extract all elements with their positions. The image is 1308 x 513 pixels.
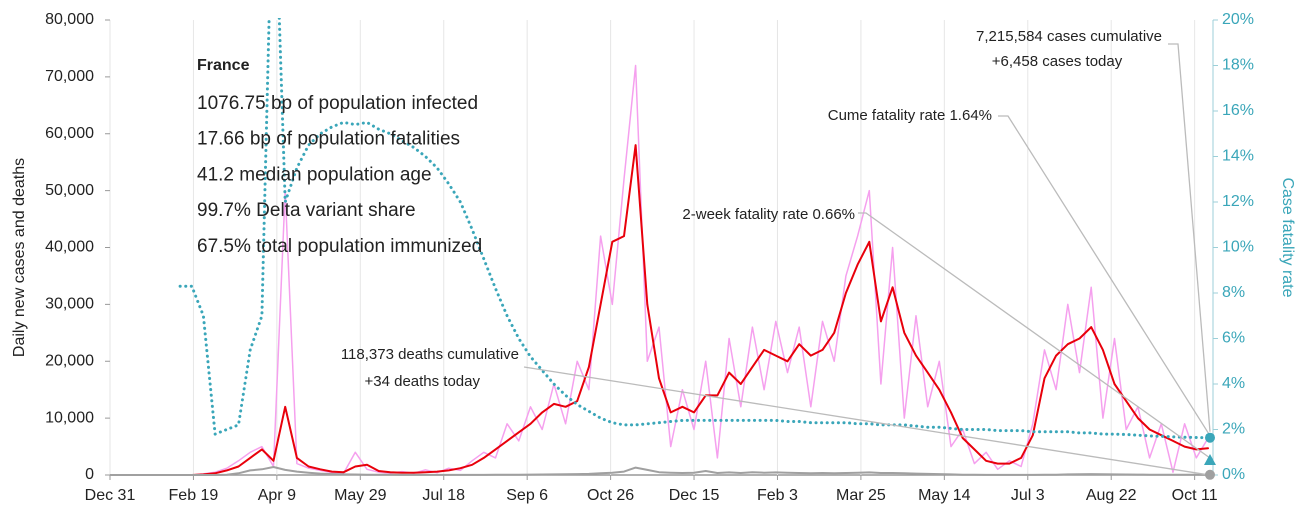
series-line (110, 466, 1209, 476)
y-tick-label: 10,000 (45, 409, 94, 426)
y2-tick-label: 0% (1222, 466, 1245, 483)
x-tick-label: Dec 31 (85, 487, 136, 504)
annotation: 7,215,584 cases cumulative (976, 28, 1162, 45)
x-tick-label: Feb 3 (757, 487, 798, 504)
x-tick-label: Aug 22 (1086, 487, 1137, 504)
y2-tick-label: 20% (1222, 11, 1254, 28)
y-tick-label: 80,000 (45, 11, 94, 28)
series-line (110, 144, 1209, 476)
series-line (178, 18, 1210, 440)
y-tick-label: 0 (85, 466, 94, 483)
y-tick-label: 70,000 (45, 68, 94, 85)
leader-line (1168, 43, 1211, 432)
y2-axis-label: Case fatality rate (1279, 177, 1296, 297)
y2-tick-label: 10% (1222, 239, 1254, 256)
cume-fatality-marker (1204, 432, 1215, 443)
annotation: +34 deaths today (364, 373, 480, 390)
x-tick-label: Mar 25 (836, 487, 886, 504)
y2-tick-label: 12% (1222, 193, 1254, 210)
y2-tick-label: 6% (1222, 330, 1245, 347)
x-tick-label: May 29 (334, 487, 387, 504)
x-tick-label: Feb 19 (169, 487, 219, 504)
y2-tick-label: 2% (1222, 421, 1245, 438)
y2-tick-label: 18% (1222, 57, 1254, 74)
leader-line (998, 115, 1211, 437)
x-tick-label: Oct 26 (587, 487, 634, 504)
overlay: Dec 31 Feb 19 Apr 9 May 29 Jul 18 Sep 6 Oct 26… (11, 11, 1296, 504)
y-axis-label: Daily new cases and deaths (11, 158, 28, 357)
leader-line (858, 212, 1211, 459)
x-tick-label: Apr 9 (258, 487, 296, 504)
info-line: 67.5% total population immunized (197, 236, 482, 257)
two-week-fatality-marker (1203, 453, 1216, 465)
x-tick-label: Jul 3 (1011, 487, 1045, 504)
leader-line (523, 366, 1209, 476)
info-line: 17.66 bp of population fatalities (197, 129, 460, 150)
info-line: 41.2 median population age (197, 164, 432, 185)
y2-tick-label: 8% (1222, 284, 1245, 301)
x-tick-label: Jul 18 (422, 487, 465, 504)
annotation: 118,373 deaths cumulative (341, 346, 519, 363)
info-line: 99.7% Delta variant share (197, 200, 416, 221)
y2-tick-label: 4% (1222, 375, 1245, 392)
y-tick-label: 50,000 (45, 182, 94, 199)
annotation: Cume fatality rate 1.64% (828, 107, 992, 124)
x-tick-label: Sep 6 (506, 487, 548, 504)
annotation: 2-week fatality rate 0.66% (682, 206, 855, 223)
deaths-marker (1204, 469, 1215, 480)
x-tick-label: Dec 15 (669, 487, 720, 504)
info-line: 1076.75 bp of population infected (197, 93, 478, 114)
x-tick-label: May 14 (918, 487, 971, 504)
y2-tick-label: 14% (1222, 148, 1254, 165)
plot-area (110, 18, 1210, 476)
info-title: France (197, 57, 250, 74)
y-tick-label: 20,000 (45, 352, 94, 369)
y-tick-label: 40,000 (45, 239, 94, 256)
y-tick-label: 60,000 (45, 125, 94, 142)
y-tick-label: 30,000 (45, 296, 94, 313)
x-tick-label: Oct 11 (1172, 487, 1218, 504)
series-line (110, 64, 1209, 476)
annotation: +6,458 cases today (992, 53, 1123, 70)
y2-tick-label: 16% (1222, 102, 1254, 119)
